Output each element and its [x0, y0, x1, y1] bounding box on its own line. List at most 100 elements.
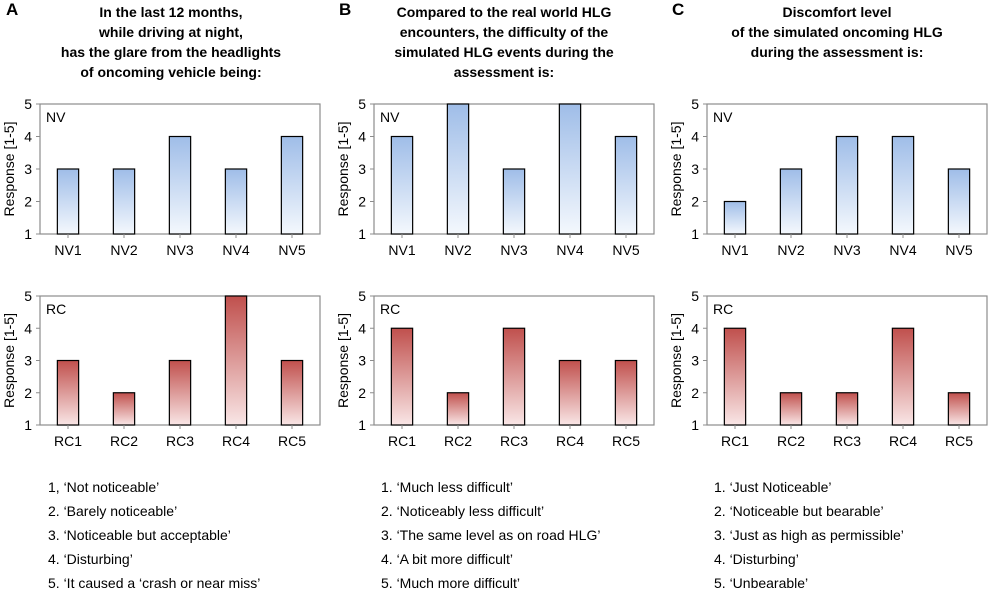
bar	[947, 168, 971, 235]
x-tick-label: NV3	[833, 242, 860, 258]
legend-item: 4. ‘Disturbing’	[48, 551, 133, 567]
y-tick-label: 3	[358, 161, 366, 177]
bar-chart-nv: 1 2 3 4 5 Response [1-5] NV NV1 NV2 NV3 NV4 NV5	[335, 96, 655, 258]
x-tick-label: RC3	[166, 433, 194, 449]
y-tick-label: 4	[691, 129, 699, 145]
series-tag: RC	[380, 301, 400, 317]
bar	[446, 103, 470, 235]
bar	[947, 392, 971, 426]
y-axis-label: Response [1-5]	[335, 122, 351, 217]
bar	[891, 327, 915, 426]
x-tick-label: RC5	[278, 433, 306, 449]
legend-item: 3. ‘Just as high as permissible’	[714, 527, 904, 543]
y-tick-label: 2	[691, 385, 699, 401]
legend-item: 1, ‘Not noticeable’	[48, 479, 160, 495]
x-tick-label: RC2	[110, 433, 138, 449]
panel-letter: B	[339, 0, 352, 19]
y-tick-label: 5	[24, 288, 32, 304]
panel-title: Compared to the real world HLG encounter…	[349, 2, 659, 82]
x-tick-label: NV3	[500, 242, 527, 258]
legend-item: 5. ‘It caused a ‘crash or near miss’	[48, 575, 261, 591]
y-axis-label: Response [1-5]	[335, 313, 351, 408]
y-axis-label: Response [1-5]	[1, 313, 17, 408]
x-tick-label: RC3	[833, 433, 861, 449]
legend-item: 2. ‘Noticeable but bearable’	[714, 503, 884, 519]
series-tag: RC	[713, 301, 733, 317]
bar	[835, 135, 859, 235]
y-tick-label: 2	[358, 194, 366, 210]
bar	[891, 135, 915, 235]
y-tick-label: 4	[358, 129, 366, 145]
y-tick-label: 1	[358, 226, 366, 242]
legend-item: 3. ‘The same level as on road HLG’	[381, 527, 601, 543]
y-tick-label: 2	[24, 385, 32, 401]
title-line: during the assessment is:	[750, 44, 924, 60]
title-line: Discomfort level	[782, 4, 892, 20]
y-tick-label: 2	[24, 194, 32, 210]
x-tick-label: RC1	[388, 433, 416, 449]
y-tick-label: 2	[691, 194, 699, 210]
bar	[723, 327, 747, 426]
bar-chart-rc: 1 2 3 4 5 Response [1-5] RC RC1 RC2 RC3 RC4 RC5	[1, 288, 321, 449]
panel-title: In the last 12 months, while driving at …	[16, 2, 326, 82]
title-line: In the last 12 months,	[99, 4, 243, 20]
y-tick-label: 1	[691, 226, 699, 242]
bar-chart-rc: 1 2 3 4 5 Response [1-5] RC RC1 RC2 RC3 RC4 RC5	[668, 288, 988, 449]
y-tick-label: 4	[358, 320, 366, 336]
legend-item: 3. ‘Noticeable but acceptable’	[48, 527, 231, 543]
y-tick-label: 4	[24, 129, 32, 145]
x-tick-label: NV3	[166, 242, 193, 258]
title-line: has the glare from the headlights	[60, 44, 282, 60]
x-tick-label: NV4	[222, 242, 249, 258]
x-tick-label: NV1	[388, 242, 415, 258]
title-line: encounters, the difficulty of the	[399, 24, 609, 40]
x-tick-label: RC2	[777, 433, 805, 449]
x-tick-label: RC1	[721, 433, 749, 449]
y-tick-label: 3	[691, 161, 699, 177]
panel-b: B Compared to the real world HLG encount…	[333, 0, 666, 591]
y-tick-label: 4	[691, 320, 699, 336]
x-tick-label: NV2	[110, 242, 137, 258]
y-axis-label: Response [1-5]	[668, 122, 684, 217]
legend-item: 4. ‘A bit more difficult’	[381, 551, 514, 567]
x-tick-label: NV5	[945, 242, 972, 258]
x-tick-label: RC2	[444, 433, 472, 449]
bar	[779, 168, 803, 235]
bar	[168, 359, 192, 426]
response-scale-legend: 1, ‘Not noticeable’ 2. ‘Barely noticeabl…	[48, 475, 260, 595]
y-tick-label: 5	[691, 288, 699, 304]
bar	[56, 359, 80, 426]
title-line: simulated HLG events during the	[394, 44, 614, 60]
legend-item: 1. ‘Much less difficult’	[381, 479, 514, 495]
bar	[224, 295, 248, 426]
x-tick-label: NV4	[889, 242, 916, 258]
x-tick-label: RC3	[500, 433, 528, 449]
panel-a: A In the last 12 months, while driving a…	[0, 0, 333, 591]
bar	[502, 168, 526, 235]
title-line: of oncoming vehicle being:	[80, 64, 262, 80]
y-tick-label: 4	[24, 320, 32, 336]
response-scale-legend: 1. ‘Just Noticeable’ 2. ‘Noticeable but …	[714, 475, 904, 595]
y-tick-label: 1	[358, 417, 366, 433]
bar	[558, 103, 582, 235]
bar	[614, 359, 638, 426]
y-tick-label: 5	[24, 96, 32, 112]
legend-item: 2. ‘Barely noticeable’	[48, 503, 178, 519]
legend-item: 5. ‘Unbearable’	[714, 575, 809, 591]
bar	[723, 200, 747, 235]
panel-title: Discomfort level of the simulated oncomi…	[682, 2, 992, 62]
bar	[390, 135, 414, 235]
bar	[112, 392, 136, 426]
x-tick-label: RC1	[54, 433, 82, 449]
y-tick-label: 5	[358, 96, 366, 112]
x-tick-label: RC4	[889, 433, 917, 449]
series-tag: NV	[46, 109, 66, 125]
panel-c: C Discomfort level of the simulated onco…	[666, 0, 999, 591]
panel-letter: A	[6, 0, 19, 19]
x-tick-label: NV2	[444, 242, 471, 258]
bar	[558, 359, 582, 426]
series-tag: RC	[46, 301, 66, 317]
y-tick-label: 2	[358, 385, 366, 401]
title-line: Compared to the real world HLG	[396, 4, 612, 20]
y-tick-label: 5	[358, 288, 366, 304]
